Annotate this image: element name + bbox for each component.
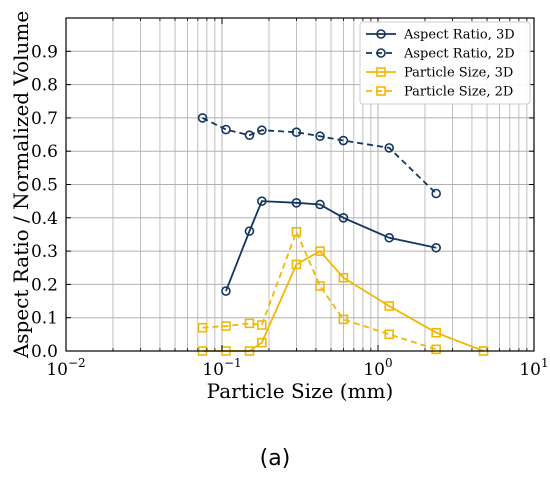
data-point-marker	[315, 281, 325, 291]
data-point-marker	[338, 135, 349, 146]
data-point-marker	[197, 113, 208, 123]
x-axis-label: Particle Size (mm)	[207, 379, 394, 403]
data-point-marker	[376, 67, 386, 77]
data-point-marker	[257, 125, 267, 136]
series-line	[225, 200, 437, 292]
data-point-marker	[244, 226, 255, 236]
x-tick-label: 10−1	[202, 356, 241, 380]
data-point-marker	[338, 213, 349, 223]
data-point-marker	[291, 198, 302, 208]
y-tick-label: 0.1	[31, 309, 58, 329]
y-axis-label: Aspect Ratio / Normalized Volume	[9, 11, 33, 359]
data-point-marker	[376, 29, 386, 39]
data-point-marker	[244, 130, 255, 141]
data-point-marker	[431, 188, 441, 199]
y-tick-label: 0.6	[31, 142, 58, 162]
data-point-marker	[338, 272, 349, 283]
data-point-marker	[221, 321, 231, 331]
x-tick-label: 100	[363, 356, 392, 380]
data-point-marker	[384, 232, 395, 243]
legend-entry: Particle Size, 3D	[366, 66, 513, 81]
y-tick-label: 0.9	[31, 42, 58, 62]
x-tick-label: 10−2	[46, 356, 85, 380]
data-point-marker	[244, 318, 255, 329]
legend-entry: Particle Size, 2D	[366, 85, 513, 100]
data-point-marker	[384, 301, 395, 311]
series-line	[202, 117, 437, 195]
legend: Aspect Ratio, 3D Aspect Ratio, 2D Particle…	[359, 21, 531, 105]
data-point-marker	[431, 344, 441, 355]
data-point-marker	[384, 143, 395, 153]
data-point-marker	[221, 286, 231, 296]
y-tick-label: 0.0	[31, 342, 58, 362]
tick-marks	[65, 18, 535, 352]
data-point-marker	[257, 196, 267, 206]
data-point-marker	[315, 199, 325, 210]
data-point-marker	[431, 327, 441, 338]
y-tick-label: 0.4	[31, 209, 58, 229]
series-aspect-ratio-2d	[197, 113, 441, 199]
legend-label: Particle Size, 3D	[404, 66, 513, 81]
data-point-marker	[376, 48, 386, 58]
y-tick-label: 0.7	[31, 109, 58, 129]
data-point-marker	[197, 322, 208, 333]
grid-lines	[65, 18, 534, 352]
data-point-marker	[384, 329, 395, 340]
data-point-marker	[257, 337, 267, 348]
figure-caption: (a)	[259, 446, 291, 471]
legend-entry: Aspect Ratio, 3D	[366, 28, 515, 43]
y-tick-label: 0.3	[31, 242, 58, 262]
data-point-marker	[315, 246, 325, 256]
chart: 0.0 0.1 0.2 0.3 0.4 0.5 0.6 0.7 0.8 0.9 10−2 10−1 10…	[9, 11, 549, 403]
data-point-marker	[315, 131, 325, 142]
data-point-marker	[338, 314, 349, 325]
legend-label: Aspect Ratio, 3D	[403, 28, 515, 43]
data-point-marker	[291, 226, 302, 237]
y-tick-label: 0.5	[31, 176, 58, 196]
series-line	[202, 229, 437, 351]
y-tick-label: 0.2	[31, 275, 58, 295]
legend-label: Particle Size, 2D	[404, 85, 513, 100]
data-point-marker	[221, 124, 231, 135]
data-point-marker	[291, 127, 302, 138]
series-particle-size-2d	[197, 226, 441, 355]
legend-label: Aspect Ratio, 2D	[403, 47, 515, 62]
data-point-marker	[431, 242, 441, 253]
data-point-marker	[291, 259, 302, 270]
legend-box	[359, 21, 531, 105]
y-tick-label: 0.8	[31, 76, 58, 96]
data-point-marker	[257, 320, 267, 330]
tick-labels: 0.0 0.1 0.2 0.3 0.4 0.5 0.6 0.7 0.8 0.9 10−2 10−1 10…	[31, 42, 549, 380]
series-aspect-ratio-3d	[221, 196, 441, 296]
legend-entry: Aspect Ratio, 2D	[366, 47, 515, 62]
x-tick-label: 101	[519, 356, 548, 380]
data-point-marker	[376, 86, 386, 96]
